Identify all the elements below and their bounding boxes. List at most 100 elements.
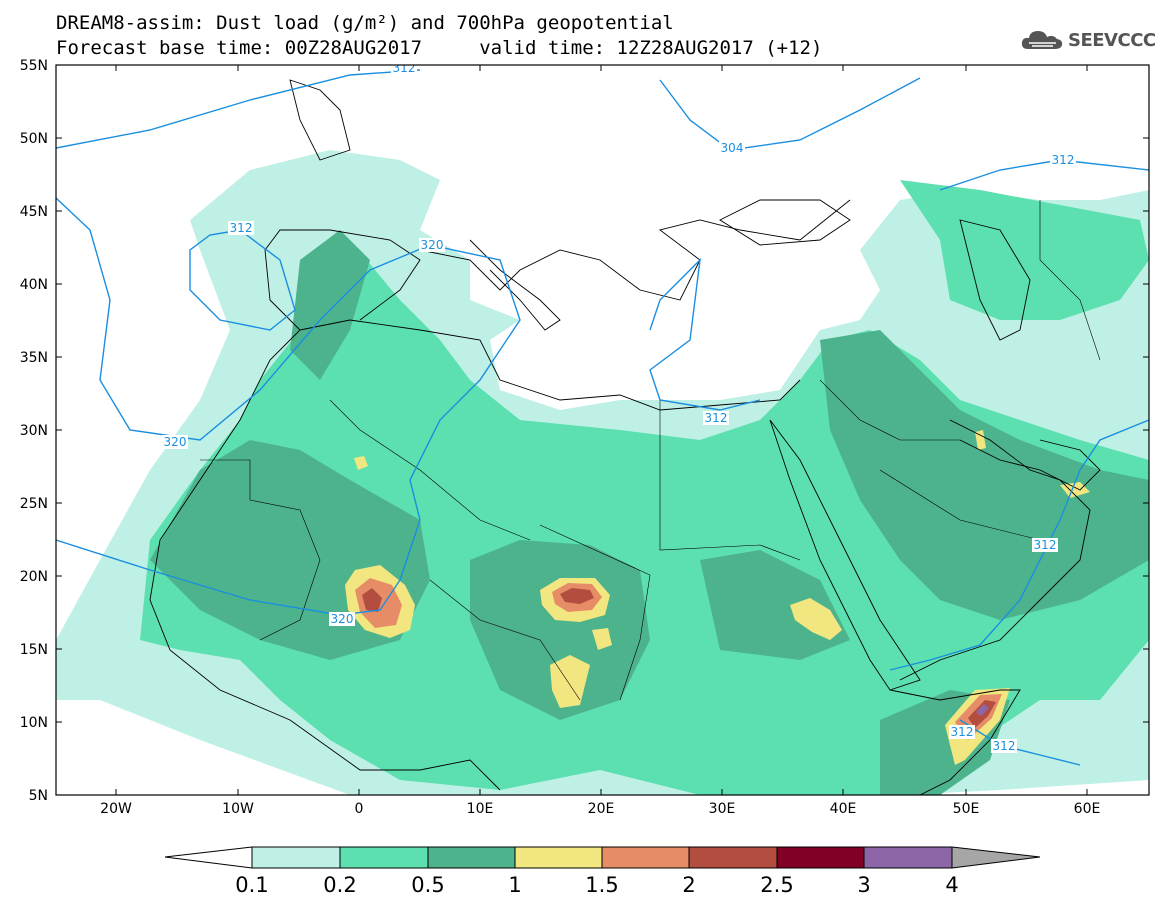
contour-label: 320	[162, 435, 188, 449]
contour-value: 312	[393, 61, 416, 75]
country-borders	[200, 200, 1101, 701]
brand-name: SEEVCCC	[1068, 29, 1156, 51]
colorbar-label: 1.5	[585, 873, 618, 897]
border-5	[429, 579, 581, 701]
contour-label: 312	[391, 61, 417, 75]
coast-black-sea	[719, 199, 851, 246]
lon-label: 10W	[222, 801, 254, 817]
colorbar-label: 2.5	[760, 873, 793, 897]
border-7	[879, 469, 1041, 541]
lat-label: 55N	[20, 58, 48, 74]
lat-ticks	[56, 137, 1149, 723]
lon-label: 40E	[830, 801, 857, 817]
colorbar-outline	[164, 846, 1041, 869]
coast-iberia	[264, 229, 421, 331]
dust-area-max-mali	[362, 588, 382, 612]
dust-area-peak-somalia	[976, 704, 989, 716]
contour-value: 312	[993, 739, 1016, 753]
contour-label: 320	[419, 238, 445, 252]
coast-persian-gulf	[959, 439, 1101, 491]
coastlines	[149, 79, 1101, 795]
contour-label: 312	[949, 725, 975, 739]
lon-label: 0	[355, 801, 364, 817]
dust-area-high-gulf	[1060, 482, 1090, 498]
forecast-times: Forecast base time: 00Z28AUG2017 valid t…	[56, 37, 823, 59]
lat-label: 45N	[20, 204, 48, 220]
colorbar-label: 0.5	[411, 873, 444, 897]
colorbar: 0.1 0.2 0.5 1 1.5 2 2.5 3 4	[164, 846, 1041, 897]
colorbar-swatch	[340, 847, 428, 868]
dust-area-high-sahara-dot	[354, 456, 368, 470]
dust-area-heavy-east	[700, 550, 850, 660]
colorbar-swatch	[777, 847, 864, 868]
border-1	[200, 459, 321, 641]
contour-value: 312	[230, 221, 253, 235]
contour-value: 312	[951, 725, 974, 739]
contour-label: 320	[329, 612, 355, 626]
contour-312-arabia	[889, 419, 1149, 671]
contour-labels: 312 304 312 312 320 320 312 320 312 312 …	[162, 61, 1076, 753]
contour-label: 312	[1050, 153, 1076, 167]
dust-area-heavy-iberia	[290, 230, 370, 380]
border-4	[539, 524, 651, 701]
colorbar-low-arrow	[165, 847, 252, 868]
contour-312-ne	[939, 159, 1149, 191]
contour-304	[659, 77, 921, 151]
border-6	[819, 379, 960, 441]
lat-label: 25N	[20, 496, 48, 512]
contour-label: 312	[703, 411, 729, 425]
cloud-logo-icon	[1021, 31, 1063, 49]
contour-label: 304	[719, 141, 745, 155]
dust-area-high-kuwait	[975, 430, 986, 450]
lon-label: 20W	[100, 801, 132, 817]
dust-area-high-sudan	[790, 598, 842, 640]
longitude-labels: 20W 10W 0 10E 20E 30E 40E 50E 60E	[100, 801, 1100, 817]
colorbar-label: 0.1	[235, 873, 268, 897]
colorbar-label: 0.2	[323, 873, 356, 897]
coast-caspian	[959, 219, 1031, 341]
lat-label: 40N	[20, 277, 48, 293]
geopotential-contours	[56, 69, 1149, 766]
contour-value: 320	[331, 612, 354, 626]
contour-312-north	[56, 69, 421, 149]
contour-value: 312	[1034, 538, 1057, 552]
lon-label: 20E	[588, 801, 615, 817]
colorbar-label: 4	[945, 873, 958, 897]
map-area: 312 304 312 312 320 320 312 320 312 312 …	[56, 61, 1149, 795]
border-3	[659, 400, 801, 561]
contour-320-west	[56, 197, 521, 616]
colorbar-swatch	[515, 847, 602, 868]
colorbar-label: 1	[508, 873, 521, 897]
contour-value: 312	[1052, 153, 1075, 167]
contour-label: 312	[1032, 538, 1058, 552]
lat-label: 20N	[20, 569, 48, 585]
brand-logo: SEEVCCC	[1020, 28, 1156, 52]
coast-italy	[469, 239, 561, 331]
border-8	[1039, 200, 1101, 361]
lon-label: 50E	[953, 801, 980, 817]
contour-312-lowpres	[189, 229, 296, 331]
coast-africa-west	[149, 329, 501, 791]
lon-ticks	[115, 65, 1088, 795]
lon-label: 30E	[709, 801, 736, 817]
lat-label: 50N	[20, 131, 48, 147]
contour-312-central	[649, 258, 761, 411]
lon-label: 10E	[467, 801, 494, 817]
dust-area-high-chad-islet	[592, 628, 612, 650]
contour-value: 304	[721, 141, 744, 155]
coast-mediterranean-south	[299, 319, 801, 411]
contour-value: 320	[421, 238, 444, 252]
lon-label: 60E	[1074, 801, 1101, 817]
contour-312-somalia	[959, 719, 1081, 766]
lat-label: 30N	[20, 423, 48, 439]
lat-label: 5N	[29, 788, 48, 804]
contour-value: 312	[705, 411, 728, 425]
lat-label: 15N	[20, 642, 48, 658]
colorbar-swatch	[428, 847, 515, 868]
colorbar-swatch	[252, 847, 340, 868]
colorbar-label: 2	[682, 873, 695, 897]
contour-value: 320	[164, 435, 187, 449]
dust-area-high-chad-south	[550, 655, 590, 708]
contour-label: 312	[991, 739, 1017, 753]
dust-area-max-chad	[560, 588, 594, 604]
